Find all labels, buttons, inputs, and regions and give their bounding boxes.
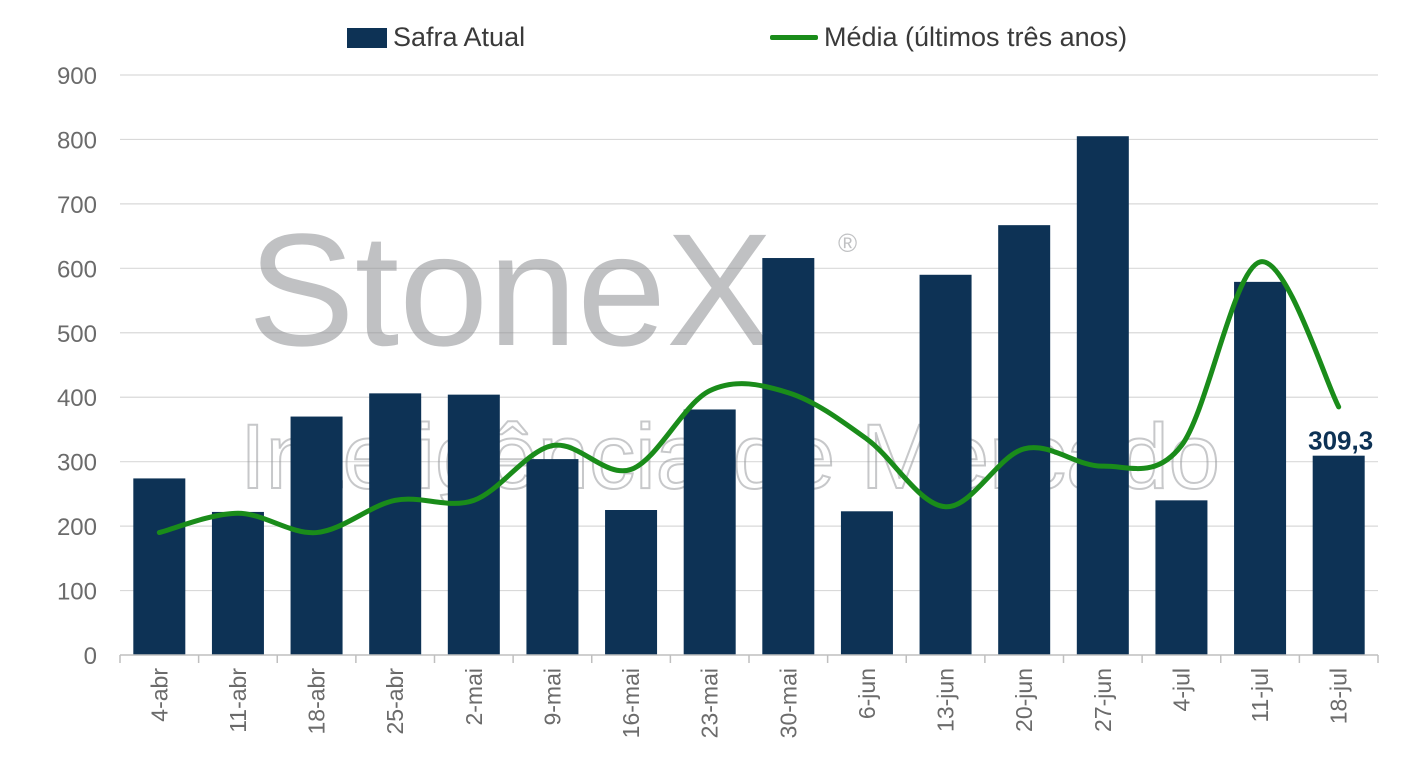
bar-23-mai <box>683 409 736 655</box>
y-tick-label: 200 <box>57 514 97 541</box>
bar-30-mai <box>762 258 815 655</box>
x-tick-label: 30-mai <box>775 668 801 738</box>
axes: 0 100 200 300 400 500 600 700 800 900 4-abr 11-abr 1… <box>57 63 1379 738</box>
y-tick-label: 700 <box>57 192 97 219</box>
bar-11-abr <box>211 511 264 655</box>
legend-label-media: Média (últimos três anos) <box>824 22 1128 52</box>
x-tick-label: 16-mai <box>618 668 644 738</box>
y-tick-label: 300 <box>57 450 97 477</box>
x-tick-label: 11-abr <box>225 668 251 733</box>
legend-item-media: Média (últimos três anos) <box>770 22 1127 53</box>
x-tick-label: 11-jul <box>1247 668 1273 723</box>
bars <box>133 136 1365 655</box>
bar-13-jun <box>919 274 972 655</box>
watermark-logo: StoneX <box>248 200 773 379</box>
watermark-registered: ® <box>838 228 857 258</box>
bar-9-mai <box>526 459 579 655</box>
x-tick-label: 9-mai <box>539 668 565 726</box>
legend-item-safra-atual: Safra Atual <box>347 22 525 53</box>
bar-18-abr <box>290 416 343 655</box>
line-series <box>156 259 1342 536</box>
bar-16-mai <box>605 510 658 655</box>
x-tick-label: 13-jun <box>933 668 959 732</box>
bar-27-jun <box>1076 136 1129 655</box>
y-tick-label: 600 <box>57 256 97 283</box>
bar-20-jun <box>998 225 1051 655</box>
y-tick-label: 400 <box>57 385 97 412</box>
x-tick-label: 20-jun <box>1011 668 1037 732</box>
legend-swatch-line <box>770 35 818 40</box>
x-tick-label: 27-jun <box>1090 668 1116 732</box>
x-tick-label: 4-jul <box>1168 668 1194 711</box>
x-tick-label: 23-mai <box>697 668 723 738</box>
legend-label-safra-atual: Safra Atual <box>393 22 526 52</box>
x-tick-label: 18-abr <box>304 668 330 735</box>
bar-11-jul <box>1234 281 1287 655</box>
bar-18-jul <box>1312 455 1365 655</box>
y-tick-label: 100 <box>57 579 97 606</box>
y-tick-label: 800 <box>57 127 97 154</box>
legend: Safra Atual Média (últimos três anos) <box>0 22 1418 62</box>
x-tick-label: 2-mai <box>461 668 487 726</box>
x-tick-label: 6-jun <box>854 668 880 719</box>
y-tick-label: 0 <box>84 643 97 670</box>
x-tick-label: 4-abr <box>146 668 172 722</box>
bar-4-abr <box>133 478 186 655</box>
y-tick-label: 900 <box>57 63 97 90</box>
data-labels: 309,3 <box>1308 426 1373 456</box>
data-label-18-jul: 309,3 <box>1308 426 1373 456</box>
x-tick-label: 25-abr <box>382 668 408 735</box>
legend-swatch-bar <box>347 27 387 48</box>
y-tick-label: 500 <box>57 321 97 348</box>
bar-4-jul <box>1155 500 1208 655</box>
bar-2-mai <box>447 394 500 655</box>
bar-6-jun <box>840 511 893 655</box>
x-tick-label: 18-jul <box>1326 668 1352 724</box>
bar-25-abr <box>369 393 422 655</box>
